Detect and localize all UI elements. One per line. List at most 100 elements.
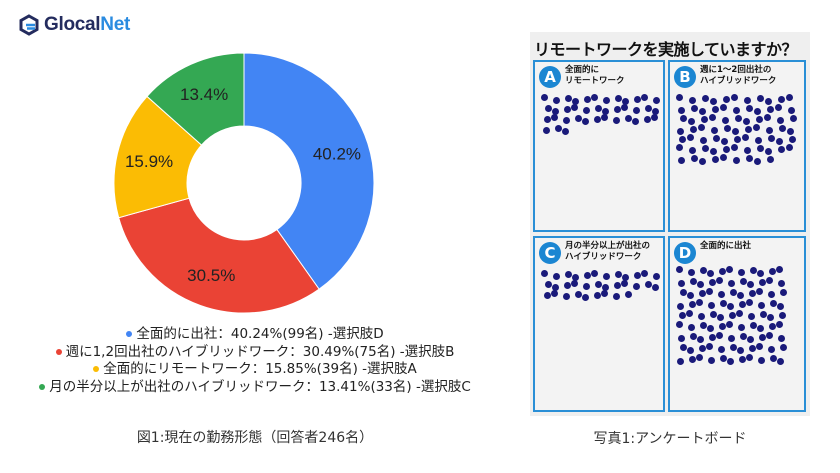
sticker-dot [779, 125, 786, 132]
sticker-dot [553, 97, 560, 104]
quadrant-label-line: ハイブリッドワーク [565, 252, 642, 262]
sticker-dot [591, 94, 598, 101]
sticker-dot [691, 155, 698, 162]
sticker-dot [788, 107, 795, 114]
sticker-dot [690, 333, 697, 340]
sticker-dot [727, 303, 734, 310]
sticker-dot [758, 302, 765, 309]
board-title: リモートワークを実施していますか？ [534, 40, 798, 59]
sticker-dot [753, 124, 760, 131]
sticker-dot [726, 266, 733, 273]
sticker-dot [702, 95, 709, 102]
figure-caption: 図1:現在の勤務形態（回答者246名） [136, 430, 374, 446]
sticker-dot [730, 289, 737, 296]
sticker-dot [769, 323, 776, 330]
donut-slice [118, 197, 320, 314]
sticker-dot [729, 312, 736, 319]
sticker-dot [755, 137, 762, 144]
quadrant-letter-badge: C [539, 242, 561, 264]
sticker-dot [541, 94, 548, 101]
sticker-dot [706, 288, 713, 295]
sticker-dot [676, 94, 683, 101]
sticker-dot [551, 290, 558, 297]
sticker-dot [564, 106, 571, 113]
sticker-dot [706, 343, 713, 350]
sticker-dot [699, 108, 706, 115]
sticker-dot [744, 97, 751, 104]
sticker-dot [766, 277, 773, 284]
sticker-dot [676, 144, 683, 151]
quadrant-b: B 週に1～2回出社の ハイブリッドワーク [668, 60, 806, 232]
sticker-dot [716, 332, 723, 339]
sticker-dot [718, 346, 725, 353]
sticker-dot [776, 321, 783, 328]
sticker-dot [595, 105, 602, 112]
sticker-dot [786, 144, 793, 151]
sticker-dot [651, 114, 658, 121]
sticker-dot [765, 98, 772, 105]
sticker-dot [584, 272, 591, 279]
sticker-dot [776, 138, 783, 145]
sticker-dot [756, 116, 763, 123]
sticker-dot [767, 156, 774, 163]
quadrant-label-line: 全面的に [565, 65, 600, 75]
sticker-dot [758, 357, 765, 364]
sticker-dot [676, 321, 683, 328]
sticker-dot [601, 114, 608, 121]
sticker-dot [572, 98, 579, 105]
quadrant-label: 全面的に出社 [700, 241, 751, 252]
sticker-dot [645, 281, 652, 288]
quadrant-c: C 月の半分以上が出社の ハイブリッドワーク [533, 236, 665, 412]
sticker-dot [601, 290, 608, 297]
sticker-dot [614, 282, 621, 289]
sticker-dot [615, 271, 622, 278]
sticker-dot [736, 310, 743, 317]
sticker-dot [757, 95, 764, 102]
sticker-dot [552, 108, 559, 115]
sticker-dot [765, 148, 772, 155]
sticker-dot [565, 95, 572, 102]
sticker-dot [757, 325, 764, 332]
sticker-dot [552, 284, 559, 291]
legend-dot-icon [126, 331, 133, 337]
sticker-dot [653, 273, 660, 280]
sticker-dot [739, 356, 746, 363]
sticker-dot [652, 108, 659, 115]
quadrant-label-line: 全面的に出社 [700, 241, 752, 251]
sticker-dot [737, 292, 744, 299]
sticker-dot [708, 302, 715, 309]
legend-dot-icon [55, 348, 62, 355]
sticker-dot [720, 300, 727, 307]
sticker-dot [553, 273, 560, 280]
sticker-dot [689, 356, 696, 363]
sticker-dot [756, 343, 763, 350]
sticker-dot [677, 303, 684, 310]
sticker-dot [768, 291, 775, 298]
chart-legend: 全面的に出社：40.24%(99名) -選択肢D 週に1,2回出社のハイブリッド… [20, 326, 490, 396]
sticker-dot [768, 346, 775, 353]
legend-item: 週に1,2回出社のハイブリッドワーク：30.49%(75名) -選択肢B [20, 344, 490, 362]
sticker-dot [748, 313, 755, 320]
sticker-dot [759, 279, 766, 286]
legend-label: 月の半分以上が出社のハイブリッドワーク：13.41%(33名) -選択肢C [49, 378, 471, 395]
sticker-dot [595, 281, 602, 288]
sticker-dot [697, 336, 704, 343]
sticker-dot [613, 293, 620, 300]
sticker-dot [699, 158, 706, 165]
sticker-dot [746, 155, 753, 162]
sticker-dot [575, 115, 582, 122]
sticker-dot [700, 137, 707, 144]
sticker-dot [707, 270, 714, 277]
sticker-dot [678, 280, 685, 287]
sticker-dot [583, 107, 590, 114]
sticker-dot [644, 116, 651, 123]
sticker-dot [739, 301, 746, 308]
sticker-dot [716, 277, 723, 284]
sticker-dot [790, 115, 797, 122]
sticker-dot [688, 324, 695, 331]
sticker-dot [710, 311, 717, 318]
sticker-dot [677, 128, 684, 135]
sticker-dot [679, 136, 686, 143]
sticker-dot [680, 344, 687, 351]
legend-label: 週に1,2回出社のハイブリッドワーク：30.49%(75名) -選択肢B [65, 343, 455, 360]
